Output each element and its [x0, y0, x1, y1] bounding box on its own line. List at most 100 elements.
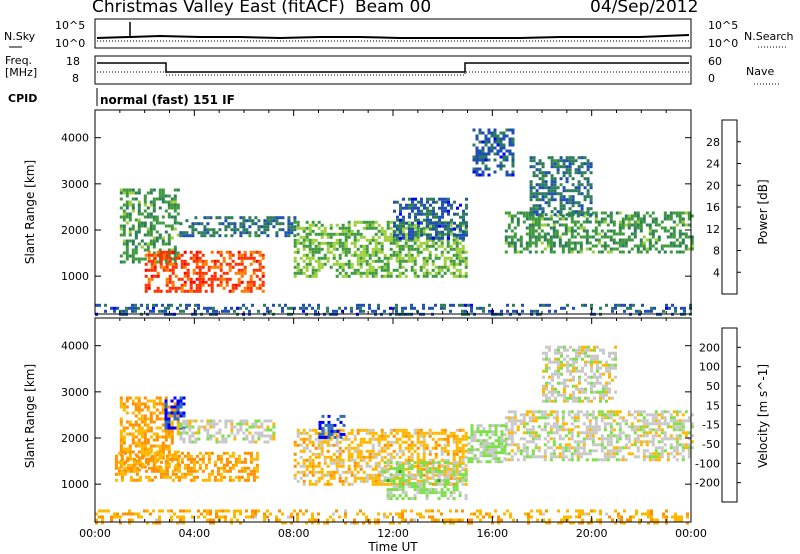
- heatmap-cell: [305, 226, 309, 230]
- heatmap-cell: [389, 235, 393, 239]
- heatmap-cell: [500, 309, 503, 313]
- heatmap-cell: [522, 446, 526, 450]
- heatmap-cell: [561, 449, 565, 453]
- heatmap-cell: [119, 417, 123, 421]
- heatmap-cell: [470, 430, 474, 434]
- heatmap-cell: [529, 180, 533, 184]
- heatmap-cell: [347, 458, 351, 462]
- heatmap-cell: [666, 229, 670, 233]
- heatmap-cell: [170, 459, 174, 463]
- heatmap-cell: [490, 134, 494, 138]
- heatmap-cell: [645, 455, 649, 459]
- heatmap-cell: [183, 289, 187, 293]
- heatmap-cell: [577, 171, 581, 175]
- heatmap-cell: [543, 455, 547, 459]
- heatmap-cell: [344, 238, 348, 242]
- heatmap-cell: [426, 209, 429, 213]
- heatmap-cell: [410, 247, 414, 251]
- heatmap-cell: [122, 447, 126, 451]
- heatmap-cell: [339, 420, 343, 424]
- heatmap-cell: [237, 460, 241, 464]
- heatmap-cell: [413, 226, 417, 230]
- heatmap-cell: [347, 223, 351, 227]
- heatmap-cell: [687, 449, 691, 453]
- heatmap-cell: [195, 289, 199, 293]
- heatmap-cell: [386, 494, 390, 498]
- heatmap-cell: [579, 431, 583, 435]
- heatmap-cell: [560, 306, 563, 310]
- heatmap-cell: [594, 416, 598, 420]
- heatmap-cell: [308, 250, 312, 254]
- heatmap-cell: [248, 225, 252, 229]
- heatmap-cell: [548, 309, 551, 313]
- heatmap-cell: [395, 488, 399, 492]
- heatmap-cell: [455, 256, 459, 260]
- heatmap-cell: [129, 463, 133, 467]
- heatmap-cell: [147, 268, 151, 272]
- heatmap-cell: [389, 488, 393, 492]
- heatmap-cell: [125, 239, 129, 243]
- heatmap-cell: [324, 423, 328, 427]
- heatmap-cell: [222, 466, 226, 470]
- heatmap-cell: [237, 478, 241, 482]
- heatmap-cell: [453, 227, 456, 231]
- heatmap-cell: [167, 420, 171, 424]
- heatmap-cell: [505, 173, 509, 177]
- heatmap-cell: [539, 303, 542, 307]
- heatmap-cell: [311, 306, 314, 310]
- heatmap-cell: [603, 437, 607, 441]
- heatmap-cell: [462, 209, 465, 213]
- heatmap-cell: [511, 164, 515, 168]
- heatmap-cell: [177, 253, 181, 257]
- heatmap-cell: [567, 241, 571, 245]
- heatmap-cell: [452, 259, 456, 263]
- heatmap-cell: [161, 215, 165, 219]
- heatmap-cell: [568, 165, 572, 169]
- heatmap-cell: [239, 306, 242, 310]
- heatmap-cell: [482, 445, 486, 449]
- heatmap-cell: [444, 221, 447, 225]
- heatmap-cell: [134, 435, 138, 439]
- heatmap-cell: [320, 446, 324, 450]
- heatmap-cell: [383, 431, 387, 435]
- heatmap-cell: [350, 253, 354, 257]
- heatmap-cell: [657, 425, 661, 429]
- heatmap-cell: [134, 233, 138, 237]
- heatmap-cell: [402, 221, 405, 225]
- heatmap-cell: [555, 428, 559, 432]
- heatmap-cell: [558, 428, 562, 432]
- heatmap-cell: [639, 250, 643, 254]
- heatmap-cell: [672, 437, 676, 441]
- heatmap-cell: [180, 262, 184, 266]
- heatmap-cell: [344, 250, 348, 254]
- heatmap-cell: [356, 247, 360, 251]
- heatmap-cell: [639, 241, 643, 245]
- heatmap-cell: [594, 428, 598, 432]
- heatmap-cell: [159, 460, 163, 464]
- heatmap-cell: [563, 306, 566, 310]
- heatmap-cell: [410, 452, 414, 456]
- heatmap-cell: [522, 247, 526, 251]
- heatmap-cell: [528, 226, 532, 230]
- heatmap-cell: [399, 227, 402, 231]
- heatmap-cell: [380, 244, 384, 248]
- heatmap-cell: [114, 463, 118, 467]
- heatmap-cell: [440, 428, 444, 432]
- heatmap-cell: [416, 467, 420, 471]
- heatmap-cell: [314, 268, 318, 272]
- heatmap-cell: [525, 422, 529, 426]
- heatmap-cell: [684, 419, 688, 423]
- heatmap-cell: [398, 437, 402, 441]
- heatmap-cell: [541, 210, 545, 214]
- heatmap-cell: [600, 410, 604, 414]
- heatmap-cell: [243, 289, 247, 293]
- heatmap-cell: [568, 159, 572, 163]
- heatmap-cell: [422, 449, 426, 453]
- heatmap-cell: [447, 236, 450, 240]
- heatmap-cell: [410, 464, 414, 468]
- heatmap-cell: [606, 434, 610, 438]
- heatmap-cell: [633, 431, 637, 435]
- colorbar-tick-label: 20: [706, 179, 720, 192]
- heatmap-cell: [149, 309, 152, 313]
- heatmap-cell: [558, 238, 562, 242]
